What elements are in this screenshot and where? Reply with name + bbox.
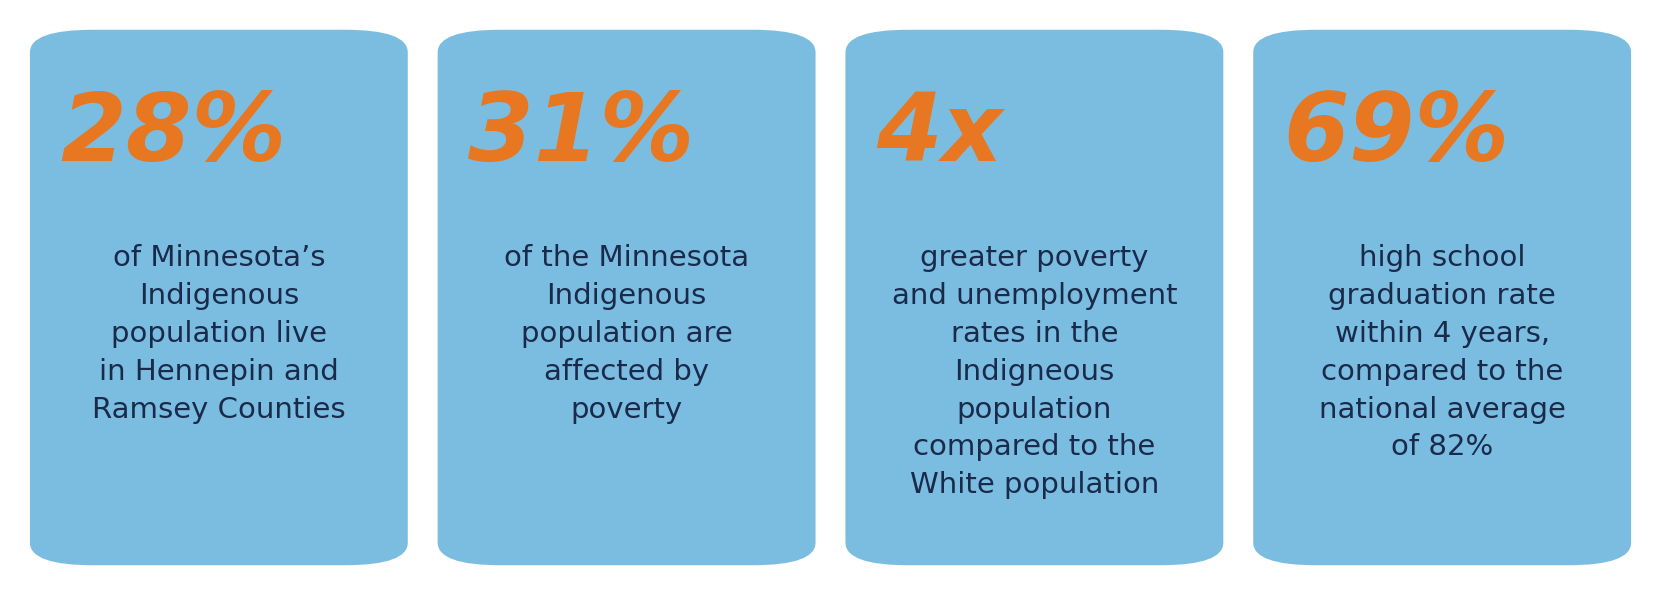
- FancyBboxPatch shape: [439, 30, 816, 565]
- Text: 4x: 4x: [875, 89, 1003, 181]
- Text: of the Minnesota
Indigenous
population are
affected by
poverty: of the Minnesota Indigenous population a…: [503, 244, 749, 424]
- FancyBboxPatch shape: [1252, 30, 1631, 565]
- FancyBboxPatch shape: [845, 30, 1222, 565]
- Text: 28%: 28%: [60, 89, 286, 181]
- Text: high school
graduation rate
within 4 years,
compared to the
national average
of : high school graduation rate within 4 yea…: [1319, 244, 1566, 462]
- Text: 69%: 69%: [1284, 89, 1510, 181]
- Text: greater poverty
and unemployment
rates in the
Indigneous
population
compared to : greater poverty and unemployment rates i…: [892, 244, 1178, 499]
- Text: 31%: 31%: [468, 89, 694, 181]
- Text: of Minnesota’s
Indigenous
population live
in Hennepin and
Ramsey Counties: of Minnesota’s Indigenous population liv…: [91, 244, 345, 424]
- FancyBboxPatch shape: [30, 30, 407, 565]
